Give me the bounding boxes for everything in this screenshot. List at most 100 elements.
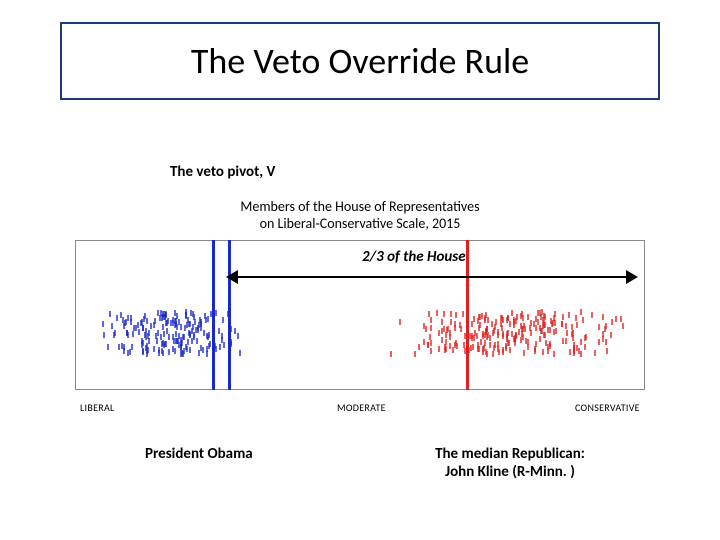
data-point: [172, 346, 174, 352]
data-point: [160, 334, 162, 340]
data-point: [474, 330, 476, 336]
data-point: [527, 314, 529, 320]
data-point: [493, 328, 495, 334]
data-point: [542, 349, 544, 355]
data-point: [189, 321, 191, 327]
data-point: [438, 330, 440, 336]
arrow-head-left-icon: [226, 270, 238, 284]
data-point: [508, 340, 510, 346]
data-point: [602, 331, 604, 337]
data-point: [183, 348, 185, 354]
data-point: [138, 329, 140, 335]
data-point: [450, 319, 452, 325]
data-point: [189, 331, 191, 337]
data-point: [176, 324, 178, 330]
data-point: [162, 350, 164, 356]
data-point: [565, 323, 567, 329]
data-point: [142, 325, 144, 331]
data-point: [173, 338, 175, 344]
data-point: [399, 319, 401, 325]
data-point: [487, 317, 489, 323]
data-point: [154, 318, 156, 324]
data-point: [539, 310, 541, 316]
arrow-head-right-icon: [626, 270, 638, 284]
data-point: [443, 326, 445, 332]
data-point: [485, 329, 487, 335]
data-point: [460, 326, 462, 332]
data-point: [165, 311, 167, 317]
data-point: [455, 312, 457, 318]
data-point: [157, 330, 159, 336]
data-point: [530, 320, 532, 326]
data-point: [620, 316, 622, 322]
data-point: [482, 333, 484, 339]
data-point: [472, 344, 474, 350]
data-point: [145, 334, 147, 340]
data-point: [535, 325, 537, 331]
data-point: [482, 349, 484, 355]
data-point: [537, 319, 539, 325]
data-point: [215, 310, 217, 316]
data-point: [218, 328, 220, 334]
two-thirds-arrow: [232, 276, 630, 278]
data-point: [568, 312, 570, 318]
data-point: [178, 333, 180, 339]
title-box: The Veto Override Rule: [60, 22, 660, 100]
data-point: [539, 325, 541, 331]
data-point: [471, 335, 473, 341]
data-point: [452, 347, 454, 353]
data-point: [506, 334, 508, 340]
data-point: [148, 338, 150, 344]
data-point: [142, 349, 144, 355]
data-point: [109, 311, 111, 317]
data-point: [114, 330, 116, 336]
data-point: [478, 325, 480, 331]
data-point: [576, 345, 578, 351]
data-point: [539, 336, 541, 342]
data-point: [153, 346, 155, 352]
data-point: [198, 350, 200, 356]
data-point: [223, 342, 225, 348]
data-point: [192, 311, 194, 317]
data-point: [513, 317, 515, 323]
chart-title-line1: Members of the House of Representatives: [240, 198, 479, 215]
data-point: [492, 351, 494, 357]
data-point: [444, 344, 446, 350]
data-point: [534, 348, 536, 354]
data-point: [165, 320, 167, 326]
data-point: [194, 319, 196, 325]
two-thirds-label: 2/3 of the House: [362, 248, 466, 266]
data-point: [193, 332, 195, 338]
data-point: [495, 319, 497, 325]
data-point: [486, 351, 488, 357]
data-point: [598, 339, 600, 345]
data-point: [580, 309, 582, 315]
data-point: [484, 317, 486, 323]
data-point: [146, 351, 148, 357]
data-point: [192, 324, 194, 330]
data-point: [142, 340, 144, 346]
data-point: [478, 314, 480, 320]
veto-pivot-line: [228, 240, 231, 390]
data-point: [562, 314, 564, 320]
data-point: [462, 311, 464, 317]
data-point: [572, 330, 574, 336]
data-point: [425, 326, 427, 332]
data-point: [547, 327, 549, 333]
data-point: [553, 351, 555, 357]
data-point: [509, 321, 511, 327]
data-point: [200, 321, 202, 327]
data-point: [130, 315, 132, 321]
data-point: [429, 334, 431, 340]
data-point: [187, 317, 189, 323]
data-point: [441, 337, 443, 343]
data-point: [443, 311, 445, 317]
data-point: [126, 330, 128, 336]
axis-conservative: CONSERVATIVE: [575, 401, 640, 414]
data-point: [445, 346, 447, 352]
data-point: [137, 322, 139, 328]
data-point: [549, 327, 551, 333]
data-point: [197, 327, 199, 333]
data-point: [580, 351, 582, 357]
data-point: [598, 324, 600, 330]
